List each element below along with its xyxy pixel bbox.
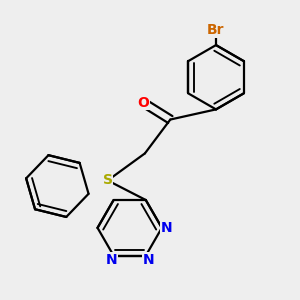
Text: N: N (142, 253, 154, 267)
Text: O: O (137, 96, 149, 110)
Text: S: S (103, 173, 113, 188)
Text: N: N (161, 221, 173, 235)
Text: N: N (105, 253, 117, 267)
Text: Br: Br (207, 23, 225, 37)
